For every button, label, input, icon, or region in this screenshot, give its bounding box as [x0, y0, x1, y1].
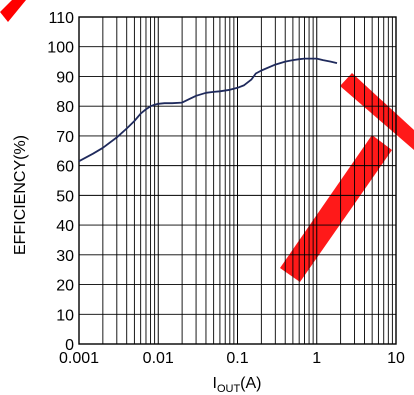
y-tick-label: 0	[65, 337, 74, 354]
y-tick-label: 90	[56, 69, 74, 86]
efficiency-curve	[78, 57, 338, 162]
plot-frame	[78, 16, 397, 345]
y-tick-label: 70	[56, 129, 74, 146]
y-tick-label: 80	[56, 99, 74, 116]
y-tick-label: 50	[56, 188, 74, 205]
y-tick-label: 30	[56, 248, 74, 265]
x-tick-label: 0.1	[226, 350, 248, 367]
y-tick-label: 10	[56, 307, 74, 324]
chart-grid	[78, 16, 396, 345]
chart-series	[78, 57, 338, 162]
y-tick-label: 100	[47, 40, 74, 57]
y-tick-labels: 0 10 20 30 40 50 60 70 80 90 100 110	[47, 10, 74, 354]
y-axis-label: EFFICIENCY(%)	[12, 135, 29, 255]
watermark-stroke	[0, 0, 26, 22]
x-tick-labels: 0.001 0.01 0.1 1 10	[59, 350, 405, 367]
y-tick-label: 110	[48, 10, 74, 27]
watermark-stroke	[340, 73, 414, 150]
chart-frame	[78, 16, 397, 345]
y-tick-label: 40	[56, 218, 74, 235]
y-tick-label: 60	[56, 159, 74, 176]
x-axis-label-sub: OUT	[217, 383, 241, 395]
x-tick-label: 10	[387, 350, 405, 367]
x-axis-label-unit: (A)	[240, 375, 261, 392]
x-tick-label: 1	[312, 350, 321, 367]
watermark-stroke	[280, 135, 392, 282]
x-axis-label-main: I	[212, 375, 216, 392]
y-tick-label: 20	[56, 278, 74, 295]
x-axis-label: IOUT(A)	[212, 375, 261, 395]
x-tick-label: 0.001	[59, 350, 99, 367]
x-tick-label: 0.01	[143, 350, 174, 367]
